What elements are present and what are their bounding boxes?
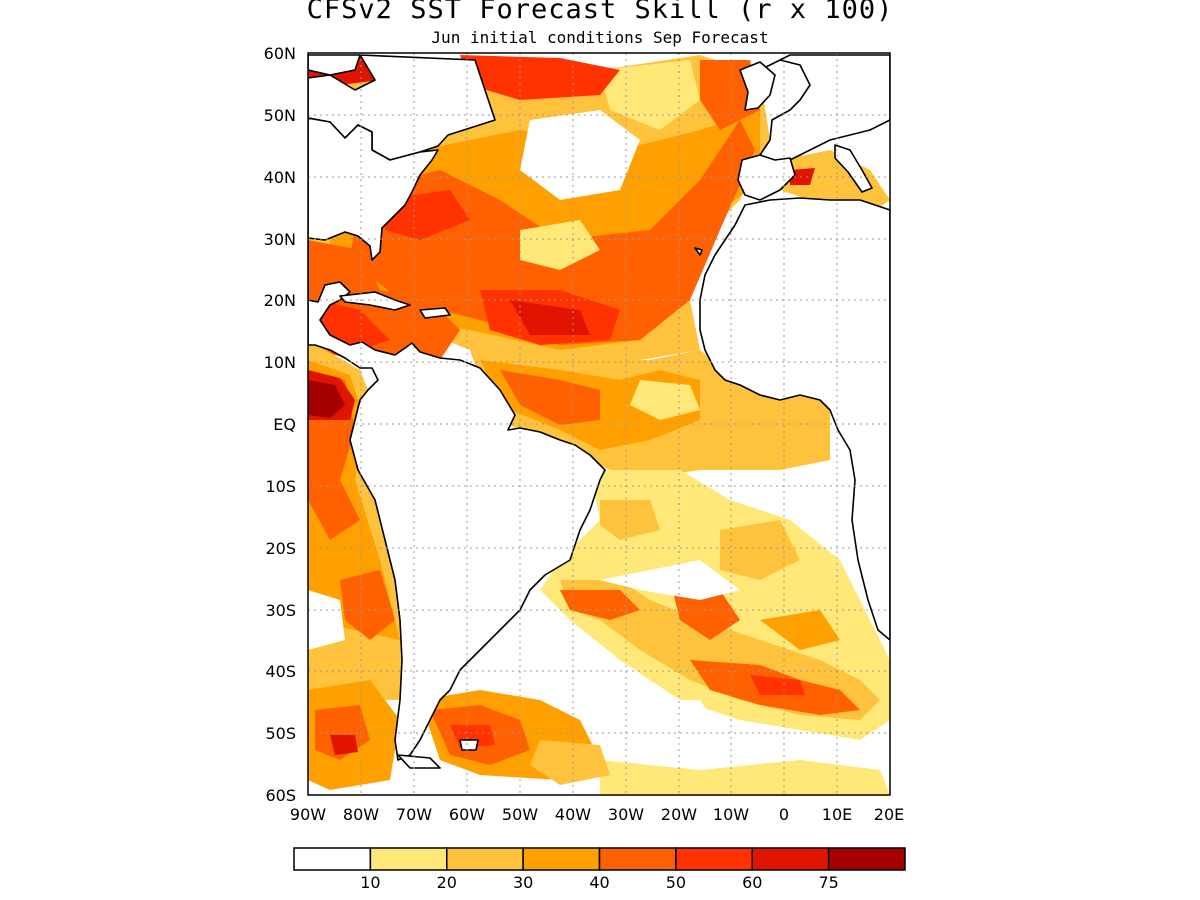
europe-land	[759, 54, 890, 166]
north-america-land	[308, 117, 439, 261]
legend-swatch	[369, 847, 448, 871]
lon-label: 80W	[343, 805, 379, 824]
lon-label: 10W	[713, 805, 749, 824]
page-subtitle: Jun initial conditions Sep Forecast	[431, 28, 769, 47]
page-title: CFSv2 SST Forecast Skill (r x 100)	[306, 0, 894, 25]
lat-label: 20N	[264, 291, 296, 310]
lat-label: EQ	[273, 415, 296, 434]
iberia-land	[737, 154, 796, 201]
lat-label: 10N	[264, 353, 296, 372]
falkland-islands	[459, 739, 479, 751]
lon-label: 50W	[502, 805, 538, 824]
land-masses	[308, 54, 890, 769]
lat-axis: 60N 50N 40N 30N 20N 10N EQ 10S 20S 30S 4…	[264, 44, 296, 805]
color-legend: 10 20 30 40 50 60 75	[293, 847, 906, 892]
legend-label: 75	[818, 873, 838, 892]
lon-label: 40W	[555, 805, 591, 824]
mexico-land	[308, 237, 606, 761]
legend-swatch	[827, 847, 906, 871]
graticule	[308, 53, 890, 795]
lon-label: 70W	[396, 805, 432, 824]
lat-label: 10S	[265, 477, 296, 496]
legend-swatch	[293, 847, 372, 871]
lon-label: 60W	[449, 805, 485, 824]
legend-label: 40	[589, 873, 609, 892]
canary-islands	[694, 247, 703, 256]
lat-label: 60S	[265, 786, 296, 805]
skill-field	[308, 53, 890, 795]
legend-swatch	[675, 847, 753, 871]
caribbean-islands	[419, 307, 451, 319]
lon-label: 0	[779, 805, 789, 824]
lon-label: 20E	[874, 805, 904, 824]
lat-label: 60N	[264, 44, 296, 63]
lon-label: 20W	[661, 805, 697, 824]
legend-swatch	[446, 847, 524, 871]
british-isles	[739, 61, 776, 111]
lat-label: 50N	[264, 106, 296, 125]
legend-swatch	[751, 847, 830, 871]
legend-swatch	[598, 847, 677, 871]
legend-swatch	[522, 847, 601, 871]
greenland-tip	[308, 54, 361, 76]
caribbean-islands	[339, 291, 411, 311]
lat-label: 40S	[265, 662, 296, 681]
lat-label: 40N	[264, 168, 296, 187]
lat-label: 20S	[265, 539, 296, 558]
tierra-del-fuego	[397, 754, 441, 769]
map-frame	[307, 52, 891, 796]
lat-label: 50S	[265, 724, 296, 743]
legend-label: 10	[360, 873, 380, 892]
legend-label: 50	[666, 873, 686, 892]
lat-label: 30N	[264, 230, 296, 249]
legend-label: 30	[513, 873, 533, 892]
lat-label: 30S	[265, 601, 296, 620]
lon-label: 90W	[290, 805, 326, 824]
italy-land	[834, 144, 873, 193]
legend-label: 60	[742, 873, 762, 892]
lon-axis: 90W 80W 70W 60W 50W 40W 30W 20W 10W 0 10…	[290, 805, 904, 824]
africa-land	[699, 197, 890, 641]
lon-label: 30W	[608, 805, 644, 824]
lon-label: 10E	[822, 805, 852, 824]
legend-label: 20	[437, 873, 457, 892]
